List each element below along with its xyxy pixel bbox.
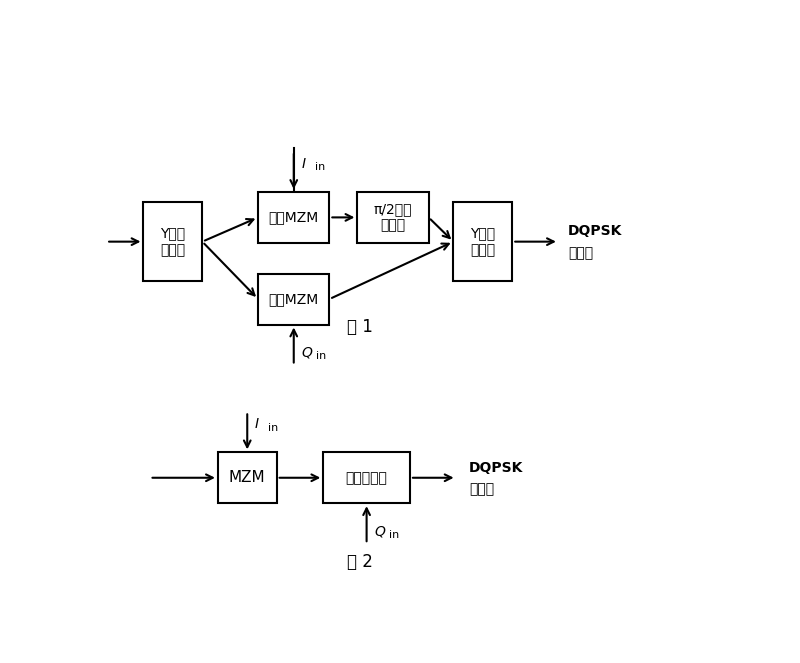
Text: in: in: [389, 530, 399, 540]
Bar: [258, 192, 330, 243]
Bar: [454, 202, 512, 281]
Text: in: in: [268, 423, 278, 433]
Bar: [358, 192, 429, 243]
Text: in: in: [315, 162, 325, 172]
Text: in: in: [316, 351, 326, 361]
Text: 光信号: 光信号: [568, 246, 594, 260]
Text: MZM: MZM: [229, 470, 266, 485]
Text: I: I: [301, 156, 306, 171]
Text: I: I: [254, 417, 259, 431]
Text: Q: Q: [374, 524, 385, 538]
Text: DQPSK: DQPSK: [469, 461, 523, 475]
Text: 图 1: 图 1: [347, 318, 374, 336]
Text: Y分支
分光器: Y分支 分光器: [470, 227, 495, 257]
Text: Y分支
分光器: Y分支 分光器: [160, 227, 186, 257]
Text: 光信号: 光信号: [469, 482, 494, 496]
Bar: [258, 274, 330, 325]
Bar: [323, 452, 410, 503]
Text: 第一MZM: 第一MZM: [269, 210, 319, 224]
Text: 相位调制器: 相位调制器: [346, 471, 387, 485]
Bar: [143, 202, 202, 281]
Text: π/2相移
控制器: π/2相移 控制器: [374, 202, 412, 233]
Text: Q: Q: [301, 345, 312, 360]
Bar: [218, 452, 277, 503]
Text: DQPSK: DQPSK: [568, 225, 622, 239]
Text: 图 2: 图 2: [347, 553, 374, 571]
Text: 第二MZM: 第二MZM: [269, 292, 319, 306]
